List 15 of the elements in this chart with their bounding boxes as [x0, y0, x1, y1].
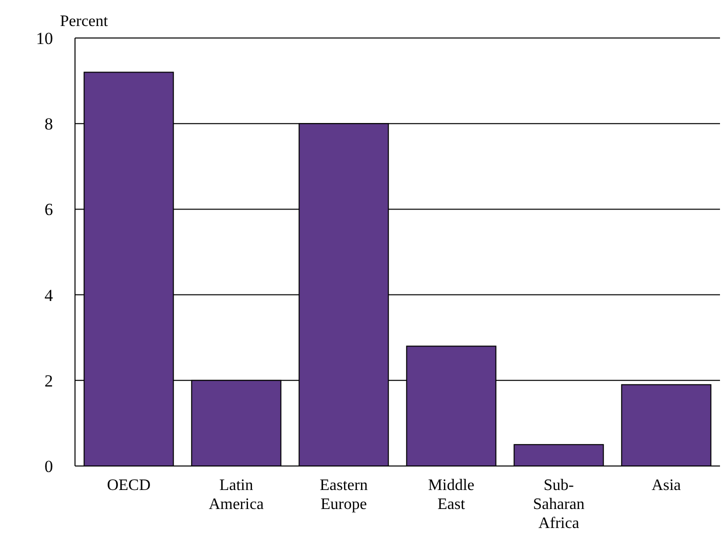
y-tick-label: 2	[44, 371, 53, 390]
y-axis-title: Percent	[60, 13, 109, 30]
bar	[621, 384, 712, 466]
y-tick-label: 8	[44, 114, 53, 134]
x-tick-label: Eastern Europe	[320, 477, 368, 513]
x-tick-label: Latin America	[208, 477, 264, 513]
y-tick-label: 6	[44, 200, 53, 220]
x-tick-label: OECD	[106, 477, 151, 494]
x-tick-label: Sub-Saharan Africa	[532, 477, 585, 532]
y-tick-label: 10	[36, 28, 53, 48]
x-tick-label: Asia	[652, 477, 681, 494]
y-tick-label: 4	[44, 286, 54, 305]
bar	[514, 444, 604, 466]
y-tick-label: 0	[44, 456, 53, 476]
x-tick-label: Middle East	[428, 477, 474, 513]
